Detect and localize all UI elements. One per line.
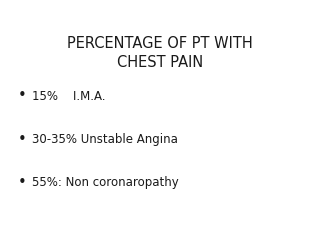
Text: •: • (18, 175, 27, 190)
Text: •: • (18, 132, 27, 147)
Text: 15%    I.M.A.: 15% I.M.A. (32, 90, 106, 102)
Text: 55%: Non coronaropathy: 55%: Non coronaropathy (32, 176, 179, 189)
Text: •: • (18, 89, 27, 103)
Text: 30-35% Unstable Angina: 30-35% Unstable Angina (32, 133, 178, 146)
Text: PERCENTAGE OF PT WITH
CHEST PAIN: PERCENTAGE OF PT WITH CHEST PAIN (67, 36, 253, 70)
